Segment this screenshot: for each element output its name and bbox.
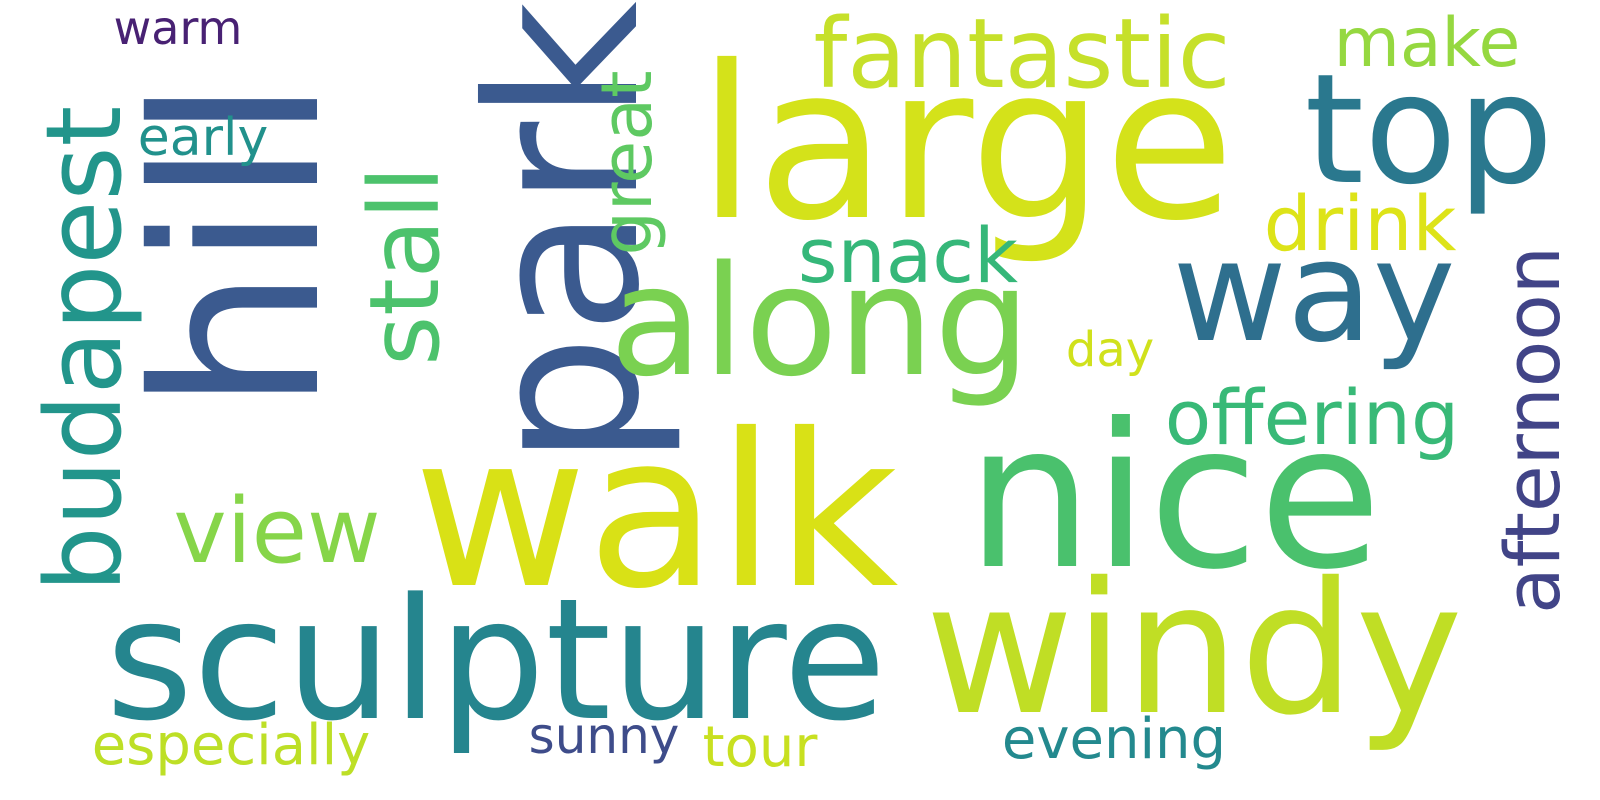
word-afternoon: afternoon	[1488, 246, 1577, 614]
word-along: along	[609, 233, 1031, 410]
word-way: way	[1172, 211, 1456, 374]
word-drink: drink	[1263, 179, 1457, 268]
word-large: large	[697, 20, 1235, 267]
word-evening: evening	[1001, 707, 1227, 772]
word-fantastic: fantastic	[813, 0, 1231, 110]
word-view: view	[173, 479, 381, 584]
word-budapest: budapest	[23, 105, 145, 593]
word-offering: offering	[1164, 373, 1460, 462]
word-stall: stall	[349, 166, 461, 366]
word-early: early	[137, 108, 269, 168]
word-nice: nice	[966, 381, 1382, 614]
word-snack: snack	[797, 211, 1019, 300]
word-sunny: sunny	[528, 707, 680, 765]
word-sculpture: sculpture	[105, 562, 887, 758]
word-tour: tour	[702, 715, 818, 780]
word-day: day	[1065, 322, 1155, 378]
word-especially: especially	[91, 713, 371, 778]
word-warm: warm	[113, 1, 243, 55]
word-great: great	[586, 70, 668, 256]
word-windy: windy	[924, 543, 1464, 755]
word-make: make	[1333, 4, 1521, 83]
word-walk: walk	[413, 388, 899, 635]
word-top: top	[1304, 41, 1554, 218]
